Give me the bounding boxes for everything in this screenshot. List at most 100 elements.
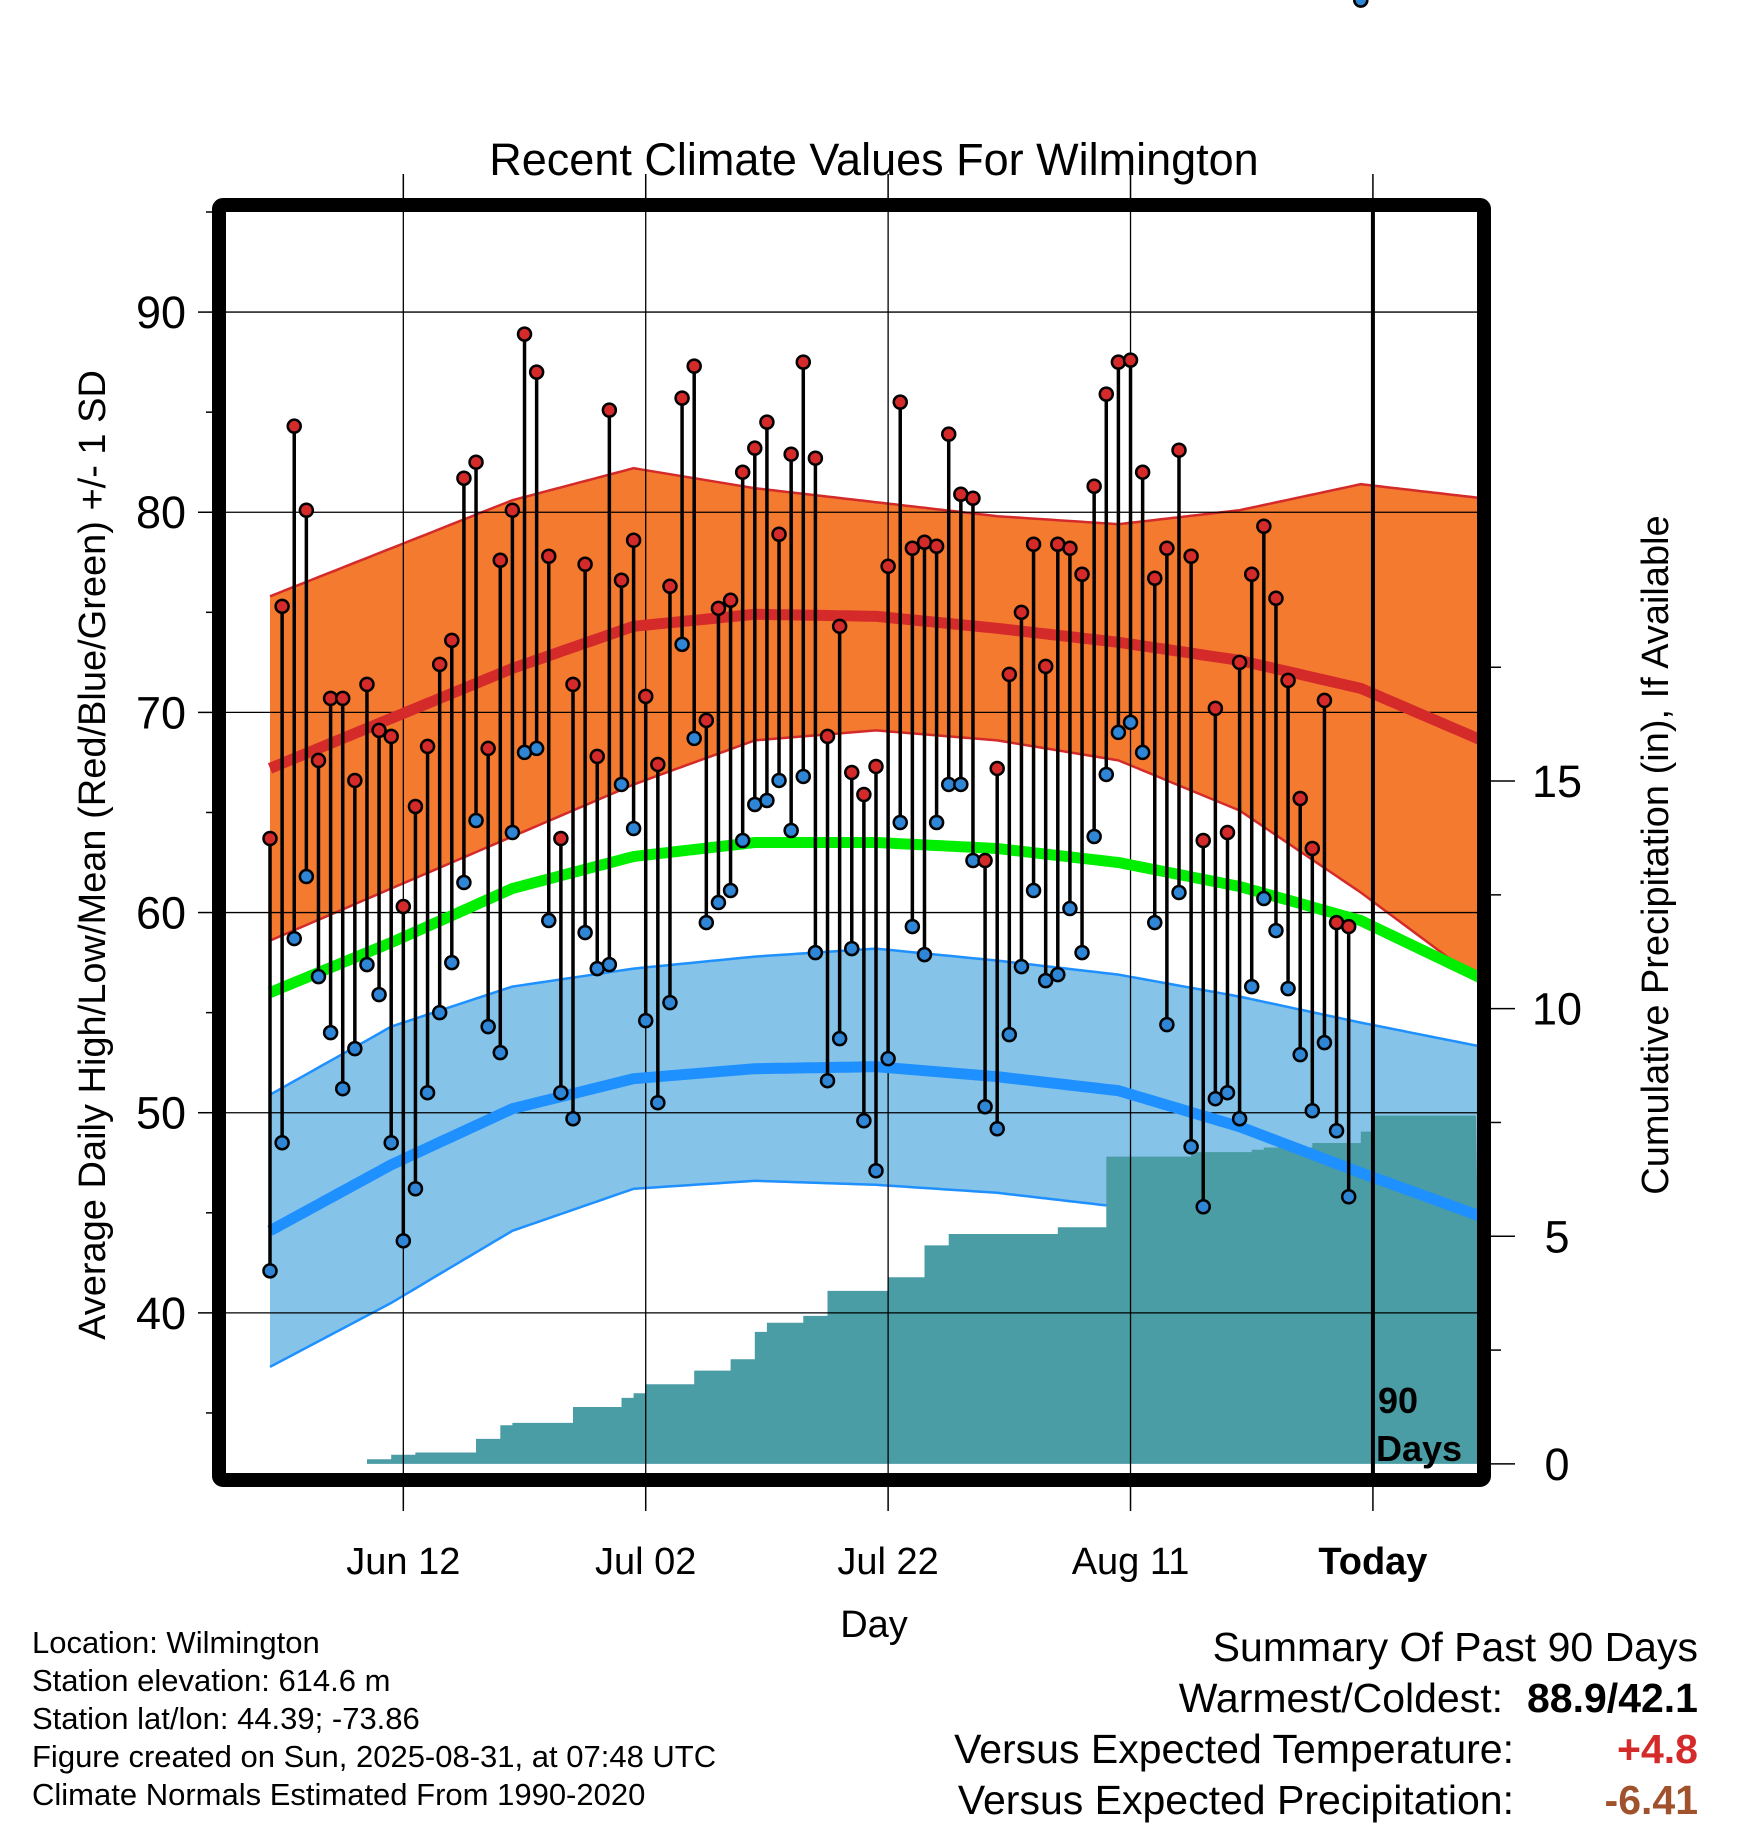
obs-high-point [274, 598, 290, 615]
obs-high-point [940, 426, 957, 442]
elevation-text: Station elevation: 614.6 m [32, 1663, 391, 1698]
obs-low-point [298, 868, 315, 885]
axes: 40 50 60 70 80 90 0 5 10 15 Jun 12 Jul 02 Jul 22 Aug … [136, 174, 1582, 1583]
obs-low-point [1086, 828, 1102, 845]
warm-cold-label: Warmest/Coldest: [1178, 1675, 1503, 1721]
obs-low-point [395, 1233, 412, 1249]
obs-low-point [553, 1084, 569, 1101]
summary-title: Summary Of Past 90 Days [1212, 1624, 1698, 1670]
obs-low-point [1025, 882, 1042, 899]
obs-low-point [722, 882, 739, 899]
obs-low-point [662, 994, 678, 1011]
obs-low-point [286, 930, 302, 947]
obs-high-point [722, 592, 739, 609]
summary-panel: Summary Of Past 90 Days Warmest/Coldest:… [954, 1622, 1698, 1826]
obs-low-point [274, 1134, 290, 1151]
obs-high-point [504, 502, 521, 518]
obs-high-point [1122, 352, 1139, 368]
obs-high-point [310, 752, 327, 769]
obs-low-point [710, 894, 727, 911]
obs-low-point [1147, 914, 1163, 931]
obs-low-point [347, 1040, 363, 1057]
obs-low-point [1001, 1026, 1018, 1043]
obs-high-point [565, 676, 581, 693]
obs-low-point [783, 822, 799, 839]
obs-low-point [1195, 1199, 1211, 1215]
obs-high-point [928, 538, 945, 555]
obs-high-point [1159, 540, 1175, 557]
obs-low-point [686, 730, 702, 747]
chart-title: Recent Climate Values For Wilmington [489, 134, 1258, 185]
obs-high-point [965, 490, 981, 506]
y2-tick-label: 0 [1544, 1439, 1569, 1490]
obs-low-point [480, 1018, 496, 1035]
precip-anomaly-label: Versus Expected Precipitation: [957, 1777, 1514, 1823]
obs-high-point [492, 552, 509, 569]
obs-low-point [1050, 966, 1066, 983]
obs-high-point [589, 748, 605, 765]
obs-low-point [625, 820, 642, 837]
obs-high-point [613, 572, 630, 589]
obs-low-point [1171, 884, 1187, 901]
obs-low-point [565, 1110, 581, 1127]
obs-low-point [1353, 0, 1369, 8]
latlon-text: Station lat/lon: 44.39; -73.86 [32, 1701, 420, 1736]
obs-high-point [844, 764, 860, 781]
obs-high-point [1025, 536, 1042, 553]
obs-low-point [1037, 972, 1054, 989]
obs-high-point [1001, 666, 1018, 683]
obs-low-point [322, 1024, 339, 1041]
obs-low-point [928, 814, 945, 831]
y-tick-label: 80 [136, 487, 186, 538]
obs-low-point [674, 636, 690, 653]
obs-high-point [431, 656, 448, 673]
obs-low-point [989, 1120, 1005, 1137]
obs-high-point [1231, 654, 1248, 671]
today-window-label-line1: 90 [1378, 1380, 1418, 1421]
obs-high-point [1062, 540, 1078, 557]
obs-high-point [383, 728, 399, 745]
y2-tick-label: 10 [1532, 984, 1582, 1035]
obs-high-point [977, 852, 993, 869]
obs-high-point [286, 418, 302, 434]
obs-low-point [734, 832, 751, 849]
obs-high-point [516, 326, 533, 342]
obs-high-point [674, 390, 690, 406]
obs-high-point [868, 758, 884, 775]
x-axis-label: Day [840, 1604, 908, 1646]
obs-low-point [419, 1084, 436, 1101]
obs-high-point [1207, 700, 1224, 717]
normal-high-line [267, 608, 1485, 774]
obs-high-point [880, 558, 896, 575]
obs-low-point [759, 792, 775, 809]
obs-low-point [892, 814, 908, 831]
obs-low-point [383, 1134, 399, 1151]
temp-anomaly-value: +4.8 [1617, 1726, 1698, 1772]
obs-low-point [1256, 890, 1272, 907]
obs-high-point [1243, 566, 1260, 583]
obs-low-point [916, 946, 933, 963]
obs-high-point [856, 786, 872, 803]
obs-high-point [1134, 464, 1151, 480]
obs-low-point [492, 1044, 509, 1061]
obs-low-point [698, 914, 715, 931]
obs-high-point [904, 540, 921, 557]
obs-low-point [407, 1181, 424, 1197]
obs-high-point [541, 548, 557, 565]
obs-low-point [868, 1163, 884, 1179]
obs-low-point [819, 1072, 836, 1089]
obs-high-point [710, 600, 727, 617]
summary-temp-row: Versus Expected Temperature: +4.8 [954, 1724, 1698, 1775]
obs-low-point [1122, 714, 1139, 731]
obs-low-point [541, 912, 557, 929]
obs-high-point [698, 712, 715, 729]
obs-low-point [431, 1004, 448, 1021]
obs-low-point [613, 776, 630, 793]
obs-low-point [831, 1030, 848, 1047]
y2-tick-label: 15 [1532, 756, 1582, 807]
obs-high-point [1340, 918, 1357, 935]
obs-high-point [1304, 840, 1321, 857]
obs-low-point [262, 1263, 278, 1279]
y-tick-label: 40 [136, 1288, 186, 1339]
obs-high-point [783, 446, 799, 462]
